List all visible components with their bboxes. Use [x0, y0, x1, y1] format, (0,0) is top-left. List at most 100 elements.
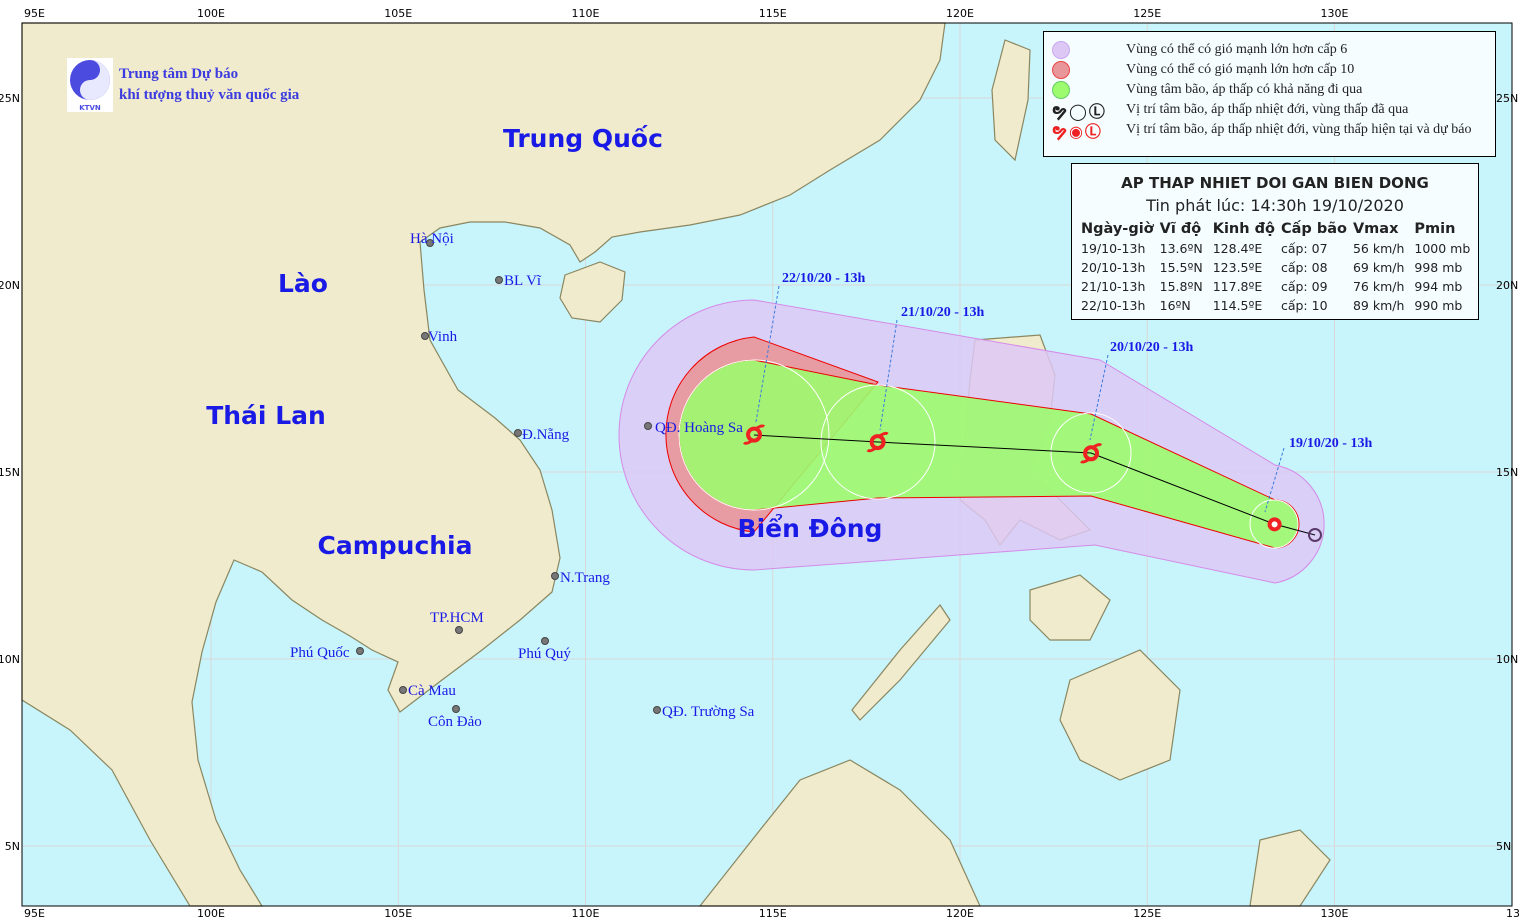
- place-label: N.Trang: [560, 570, 610, 586]
- legend-item-current: ຯ◉Ⓛ Vị trí tâm bão, áp thấp nhiệt đới, vù…: [1052, 120, 1471, 141]
- table-cell: cấp: 10: [1280, 297, 1328, 313]
- place-label: BL Vĩ: [504, 273, 542, 289]
- lat-label-right: 5N: [1496, 840, 1511, 853]
- place-dot: [644, 422, 652, 430]
- table-cell: 69 km/h: [1352, 259, 1405, 275]
- table-cell: 990 mb: [1414, 297, 1463, 313]
- table-row: 19/10-13h 13.6ºN 128.4ºE cấp: 07 56 km/h 1000…: [1081, 239, 1480, 258]
- country-label: Lào: [278, 269, 328, 298]
- place-dot: [495, 276, 503, 284]
- lon-label-top: 115E: [759, 7, 787, 20]
- header-cell: Vĩ độ: [1159, 221, 1202, 237]
- place-label: TP.HCM: [430, 610, 484, 626]
- legend-label: Vùng có thể có gió mạnh lớn hơn cấp 10: [1126, 62, 1355, 77]
- legend-item-center-zone: Vùng tâm bão, áp thấp có khả năng đi qua: [1052, 80, 1362, 100]
- past-symbols-icon: ຯ◯Ⓛ: [1052, 102, 1107, 121]
- place-dot: [426, 239, 434, 247]
- place-dot: [421, 332, 429, 340]
- forecast-symbols-icon: ຯ◉Ⓛ: [1052, 122, 1103, 141]
- header-cell: Vmax: [1352, 221, 1399, 237]
- logo-line-2: khí tượng thuỷ văn quốc gia: [119, 87, 300, 103]
- place-label: Vinh: [428, 329, 458, 345]
- corner-label: 95E: [24, 907, 45, 919]
- lat-label-right: 20N: [1496, 279, 1518, 292]
- table-cell: 76 km/h: [1352, 278, 1405, 294]
- hainan-island: [559, 261, 626, 323]
- table-cell: cấp: 09: [1280, 278, 1328, 294]
- lon-label-bottom: 115E: [759, 907, 787, 919]
- storm-position-icon: [742, 424, 766, 445]
- table-header: Ngày-giờ Vĩ độ Kinh độ Cấp bão Vmax Pmin: [1081, 221, 1480, 239]
- table-cell: 15.5ºN: [1159, 259, 1203, 275]
- lat-label-right: 10N: [1496, 653, 1518, 666]
- country-label: Biển Đông: [738, 513, 883, 543]
- date-leader-line: [1089, 354, 1109, 441]
- place-label: Hà Nội: [410, 231, 454, 247]
- palawan-island: [851, 604, 951, 721]
- legend-item-past: ຯ◯Ⓛ Vị trí tâm bão, áp thấp nhiệt đới, vù…: [1052, 100, 1408, 121]
- place-dot: [452, 705, 460, 713]
- place-dot: [399, 686, 407, 694]
- lat-label-left: 25N: [0, 92, 20, 105]
- table-cell: 19/10-13h: [1081, 240, 1146, 256]
- table-cell: 21/10-13h: [1081, 278, 1146, 294]
- table-cell: 13.6ºN: [1159, 240, 1203, 256]
- header-cell: Pmin: [1414, 221, 1456, 237]
- forecast-date-label: 20/10/20 - 13h: [1110, 340, 1193, 355]
- lat-label-left: 20N: [0, 279, 20, 292]
- table-cell: 89 km/h: [1352, 297, 1405, 313]
- lon-label-bottom: 100E: [197, 907, 225, 919]
- mainland-asia: [21, 22, 946, 907]
- lon-label-top: 125E: [1133, 7, 1161, 20]
- red-circle-icon: [1052, 61, 1070, 79]
- place-dot: [514, 429, 522, 437]
- storm-track-line: [753, 434, 1316, 536]
- country-label: Trung Quốc: [503, 124, 663, 153]
- legend-label: Vị trí tâm bão, áp thấp nhiệt đới, vùng …: [1126, 122, 1472, 137]
- date-leader-line: [1264, 447, 1285, 513]
- lon-label-top: 105E: [384, 7, 412, 20]
- country-label: Thái Lan: [206, 401, 326, 430]
- date-leader-line: [879, 319, 898, 431]
- uncertainty-circle: [1249, 499, 1299, 549]
- svg-text:KTVN: KTVN: [79, 104, 101, 112]
- forecast-date-label: 19/10/20 - 13h: [1289, 436, 1372, 451]
- header-cell: Cấp bão: [1280, 221, 1347, 237]
- place-label: Côn Đảo: [428, 714, 482, 730]
- uncertainty-circle: [678, 359, 830, 511]
- table-row: 22/10-13h 16ºN 114.5ºE cấp: 10 89 km/h 990 mb: [1081, 296, 1480, 315]
- sulawesi-island: [1249, 829, 1331, 907]
- place-dot: [455, 626, 463, 634]
- forecast-date-label: 22/10/20 - 13h: [782, 271, 865, 286]
- legend-label: Vùng có thể có gió mạnh lớn hơn cấp 6: [1126, 42, 1348, 57]
- uncertainty-circle: [820, 384, 936, 500]
- lat-label-right: 25N: [1496, 92, 1518, 105]
- table-row: 20/10-13h 15.5ºN 123.5ºE cấp: 08 69 km/h 998 …: [1081, 258, 1480, 277]
- storm-position-icon: [866, 431, 889, 453]
- lon-label-bottom: 110E: [572, 907, 600, 919]
- map-frame: [21, 22, 1513, 907]
- legend-label: Vùng tâm bão, áp thấp có khả năng đi qua: [1126, 82, 1363, 97]
- issued-time: Tin phát lúc: 14:30h 19/10/2020: [1146, 196, 1404, 215]
- table-cell: 20/10-13h: [1081, 259, 1146, 275]
- lat-label-left: 5N: [5, 840, 20, 853]
- table-row: 21/10-13h 15.8ºN 117.8ºE cấp: 09 76 km/h 994 …: [1081, 277, 1480, 296]
- table-cell: 56 km/h: [1352, 240, 1405, 256]
- place-label: Phú Quốc: [290, 645, 350, 661]
- forecast-cone: [618, 299, 1325, 584]
- place-label: QĐ. Hoàng Sa: [655, 420, 743, 436]
- storm-position-icon: [1080, 443, 1103, 464]
- table-cell: 1000 mb: [1414, 240, 1471, 256]
- place-label: QĐ. Trường Sa: [662, 704, 755, 720]
- lon-label-top: 100E: [197, 7, 225, 20]
- place-dot: [551, 572, 559, 580]
- place-label: Phú Quý: [518, 646, 571, 662]
- taiwan-island: [991, 39, 1031, 162]
- table-cell: cấp: 07: [1280, 240, 1328, 256]
- legend-item-wind-10: Vùng có thể có gió mạnh lớn hơn cấp 10: [1052, 60, 1354, 80]
- lon-label-top: 110E: [572, 7, 600, 20]
- visayas-islands: [1029, 574, 1111, 641]
- table-cell: 994 mb: [1414, 278, 1463, 294]
- table-cell: cấp: 08: [1280, 259, 1328, 275]
- mindanao-island: [1059, 649, 1181, 781]
